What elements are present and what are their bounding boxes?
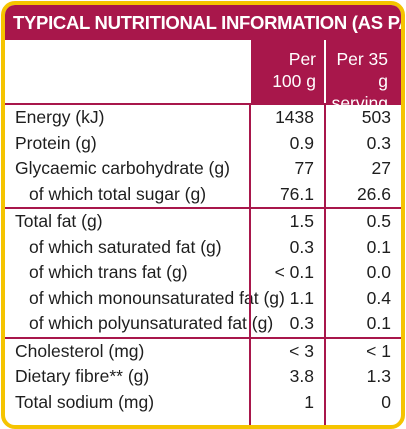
table-row: of which total sugar (g) 76.1 26.6 — [5, 182, 401, 209]
per-serving-value: 0.5 — [366, 211, 391, 232]
per-serving-value: < 1 — [366, 340, 391, 361]
row-label: Energy (kJ) — [15, 107, 105, 128]
table-row: of which trans fat (g) < 0.1 0.0 — [5, 260, 401, 286]
row-label: of which trans fat (g) — [29, 262, 188, 283]
per-100g-value: 1.5 — [289, 211, 314, 232]
table-row: of which monounsaturated fat (g) 1.1 0.4 — [5, 286, 401, 312]
row-label: of which monounsaturated fat (g) — [29, 287, 285, 308]
table-row: Total sodium (mg) 1 0 — [5, 390, 401, 416]
per-100g-value: 76.1 — [279, 183, 314, 204]
table-row: Energy (kJ) 1438 503 — [5, 105, 401, 131]
row-label: Dietary fibre** (g) — [15, 366, 150, 387]
per-serving-header: Per 35 g serving — [324, 40, 401, 113]
row-label: Total fat (g) — [15, 211, 103, 232]
row-label: Total sodium (mg) — [15, 391, 155, 412]
per-100g-value: 77 — [294, 158, 314, 179]
column-headers: Per 100 g Per 35 g serving — [5, 40, 401, 113]
per-100g-header-line1: Per — [288, 49, 316, 69]
row-label: of which polyunsaturated fat (g) — [29, 313, 274, 334]
panel-title: TYPICAL NUTRITIONAL INFORMATION (AS PACK… — [5, 5, 401, 40]
per-serving-value: 27 — [371, 158, 391, 179]
table-row: of which saturated fat (g) 0.3 0.1 — [5, 235, 401, 261]
per-100g-value: < 3 — [289, 340, 314, 361]
per-100g-value: 1438 — [275, 107, 314, 128]
row-label: of which total sugar (g) — [29, 183, 207, 204]
column-divider — [324, 103, 326, 425]
per-100g-value: < 0.1 — [274, 262, 314, 283]
per-serving-header-line1: Per 35 g — [336, 49, 388, 91]
per-serving-value: 26.6 — [356, 183, 391, 204]
nutrition-rows: Energy (kJ) 1438 503 Protein (g) 0.9 0.3… — [5, 105, 401, 415]
table-row: Glycaemic carbohydrate (g) 77 27 — [5, 156, 401, 182]
per-serving-value: 0.0 — [366, 262, 391, 283]
table-row: Dietary fibre** (g) 3.8 1.3 — [5, 364, 401, 390]
row-label: Cholesterol (mg) — [15, 340, 145, 361]
table-row: Total fat (g) 1.5 0.5 — [5, 209, 401, 235]
table-row: Protein (g) 0.9 0.3 — [5, 131, 401, 157]
per-serving-value: 0.3 — [366, 132, 391, 153]
row-label: Protein (g) — [15, 132, 97, 153]
per-serving-value: 1.3 — [366, 366, 391, 387]
per-100g-value: 1.1 — [289, 287, 314, 308]
per-serving-value: 0.1 — [366, 236, 391, 257]
column-divider — [249, 103, 251, 425]
per-100g-header-line2: 100 g — [272, 71, 316, 91]
row-label: of which saturated fat (g) — [29, 236, 222, 257]
per-100g-value: 3.8 — [289, 366, 314, 387]
per-100g-header: Per 100 g — [249, 40, 324, 103]
per-serving-value: 0.1 — [366, 313, 391, 334]
per-100g-value: 1 — [304, 391, 314, 412]
table-row: Cholesterol (mg) < 3 < 1 — [5, 339, 401, 365]
per-100g-value: 0.3 — [289, 236, 314, 257]
table-row: of which polyunsaturated fat (g) 0.3 0.1 — [5, 311, 401, 339]
per-100g-value: 0.9 — [289, 132, 314, 153]
label-column-header — [5, 40, 249, 103]
per-serving-value: 0.4 — [366, 287, 391, 308]
per-serving-value: 0 — [381, 391, 391, 412]
row-label: Glycaemic carbohydrate (g) — [15, 158, 230, 179]
per-100g-value: 0.3 — [289, 313, 314, 334]
per-serving-value: 503 — [361, 107, 391, 128]
per-serving-header-line2: serving — [331, 93, 388, 113]
